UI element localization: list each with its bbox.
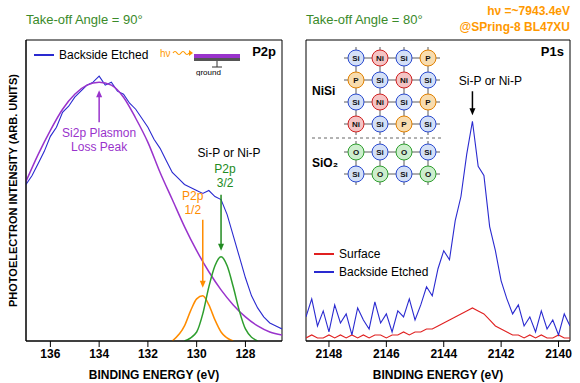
- svg-text:2146: 2146: [373, 347, 400, 361]
- svg-text:130: 130: [187, 347, 207, 361]
- svg-text:Si: Si: [352, 54, 360, 63]
- svg-text:O: O: [353, 148, 359, 157]
- svg-text:Si: Si: [352, 170, 360, 179]
- svg-text:2148: 2148: [316, 347, 343, 361]
- svg-text:Si: Si: [400, 98, 408, 107]
- svg-text:Si: Si: [400, 170, 408, 179]
- html-text:Take-off Angle = 90°: Take-off Angle = 90°: [26, 12, 143, 27]
- svg-text:ground: ground: [196, 68, 221, 76]
- svg-text:1/2: 1/2: [184, 203, 201, 217]
- svg-text:Si-P or Ni-P: Si-P or Ni-P: [459, 74, 522, 88]
- html-text:P1s: P1s: [540, 44, 564, 59]
- svg-text:Ni: Ni: [376, 54, 384, 63]
- svg-text:Si: Si: [424, 148, 432, 157]
- html-text:P2p: P2p: [252, 44, 276, 59]
- svg-text:3/2: 3/2: [217, 176, 234, 190]
- svg-text:2144: 2144: [430, 347, 457, 361]
- svg-text:Si: Si: [376, 120, 384, 129]
- svg-text:P: P: [425, 54, 431, 63]
- svg-text:O: O: [425, 170, 431, 179]
- svg-text:NiSi: NiSi: [312, 84, 335, 98]
- svg-text:O: O: [401, 148, 407, 157]
- html-text:Surface: Surface: [339, 247, 381, 261]
- svg-text:Loss Peak: Loss Peak: [71, 140, 128, 154]
- svg-text:P: P: [353, 76, 359, 85]
- svg-text:Si: Si: [376, 76, 384, 85]
- svg-text:Si-P or Ni-P: Si-P or Ni-P: [197, 146, 260, 160]
- svg-text:P2p: P2p: [182, 189, 204, 203]
- svg-text:P2p: P2p: [214, 162, 236, 176]
- svg-text:Si: Si: [424, 120, 432, 129]
- svg-text:132: 132: [138, 347, 158, 361]
- svg-text:Ni: Ni: [376, 98, 384, 107]
- svg-text:Si: Si: [424, 76, 432, 85]
- html-text:hν =~7943.4eV: hν =~7943.4eV: [487, 4, 570, 18]
- svg-text:Si: Si: [400, 54, 408, 63]
- svg-text:BINDING ENERGY (eV): BINDING ENERGY (eV): [373, 368, 503, 382]
- svg-text:P: P: [401, 120, 407, 129]
- svg-text:Si2p Plasmon: Si2p Plasmon: [62, 126, 136, 140]
- svg-text:Ni: Ni: [400, 76, 408, 85]
- svg-text:134: 134: [89, 347, 109, 361]
- html-text:Backside Etched: Backside Etched: [59, 48, 149, 62]
- svg-text:128: 128: [235, 347, 255, 361]
- svg-text:SiO₂: SiO₂: [312, 156, 338, 170]
- svg-text:136: 136: [40, 347, 60, 361]
- svg-text:PHOTOELECTRON INTENSITY (ARB.: PHOTOELECTRON INTENSITY (ARB. UNITS): [7, 74, 19, 307]
- svg-text:hν: hν: [160, 48, 171, 59]
- html-text:Backside Etched: Backside Etched: [339, 265, 429, 279]
- html-text:Take-off Angle = 80°: Take-off Angle = 80°: [306, 12, 423, 27]
- svg-text:Si: Si: [376, 148, 384, 157]
- svg-text:O: O: [377, 170, 383, 179]
- html-text:@SPring-8 BL47XU: @SPring-8 BL47XU: [459, 20, 570, 34]
- svg-text:Ni: Ni: [352, 120, 360, 129]
- svg-text:BINDING ENERGY (eV): BINDING ENERGY (eV): [89, 368, 219, 382]
- svg-text:2142: 2142: [488, 347, 515, 361]
- svg-text:2140: 2140: [545, 347, 572, 361]
- svg-text:Si: Si: [352, 98, 360, 107]
- svg-text:P: P: [425, 98, 431, 107]
